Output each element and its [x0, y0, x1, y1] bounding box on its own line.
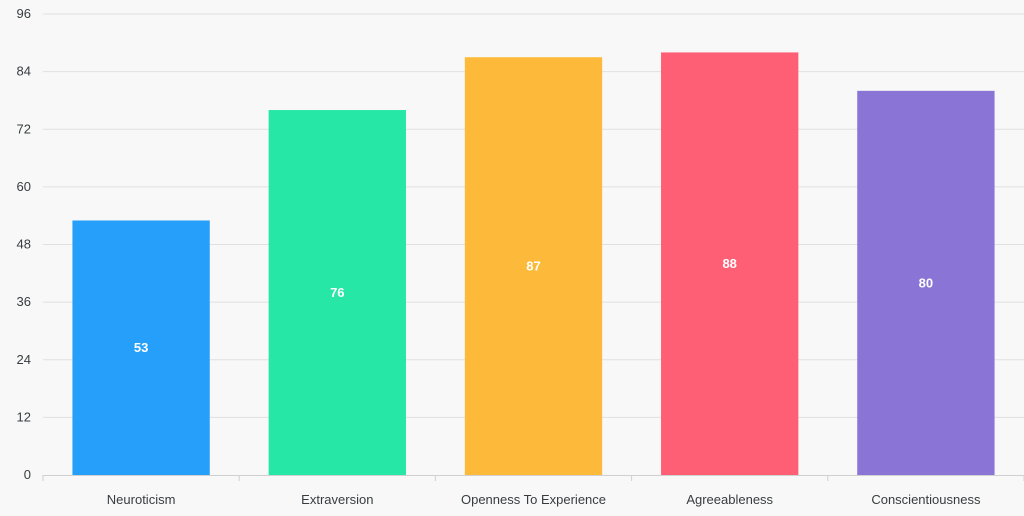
y-tick-label: 60 — [17, 179, 31, 194]
data-label-extraversion: 76 — [330, 285, 344, 300]
y-tick-label: 96 — [17, 6, 31, 21]
data-label-conscientiousness: 80 — [919, 275, 933, 290]
y-tick-label: 0 — [24, 467, 31, 482]
x-tick-label-conscientiousness: Conscientiousness — [871, 492, 981, 507]
y-tick-label: 24 — [17, 352, 31, 367]
bar-openness-to-experience[interactable] — [464, 57, 603, 475]
bar-conscientiousness[interactable] — [857, 90, 995, 475]
bar-agreeableness[interactable] — [661, 52, 799, 476]
x-tick-label-agreeableness: Agreeableness — [686, 492, 773, 507]
data-label-neuroticism: 53 — [134, 340, 148, 355]
y-tick-label: 84 — [17, 64, 31, 79]
x-tick-label-extraversion: Extraversion — [301, 492, 373, 507]
y-axis: 0 12 24 36 48 60 72 84 96 — [17, 6, 31, 482]
data-label-openness-to-experience: 87 — [526, 259, 540, 274]
y-tick-label: 48 — [17, 237, 31, 252]
data-labels: 53 76 87 88 80 — [134, 256, 933, 355]
y-tick-label: 12 — [17, 409, 31, 424]
x-axis: Neuroticism Extraversion Openness To Exper… — [42, 475, 1024, 507]
y-tick-label: 36 — [17, 294, 31, 309]
x-tick-label-neuroticism: Neuroticism — [107, 492, 176, 507]
bars — [72, 52, 995, 476]
data-label-agreeableness: 88 — [722, 256, 736, 271]
bar-neuroticism[interactable] — [72, 220, 210, 475]
x-tick-label-openness-to-experience: Openness To Experience — [461, 492, 606, 507]
bar-extraversion[interactable] — [268, 110, 406, 476]
y-tick-label: 72 — [17, 121, 31, 136]
